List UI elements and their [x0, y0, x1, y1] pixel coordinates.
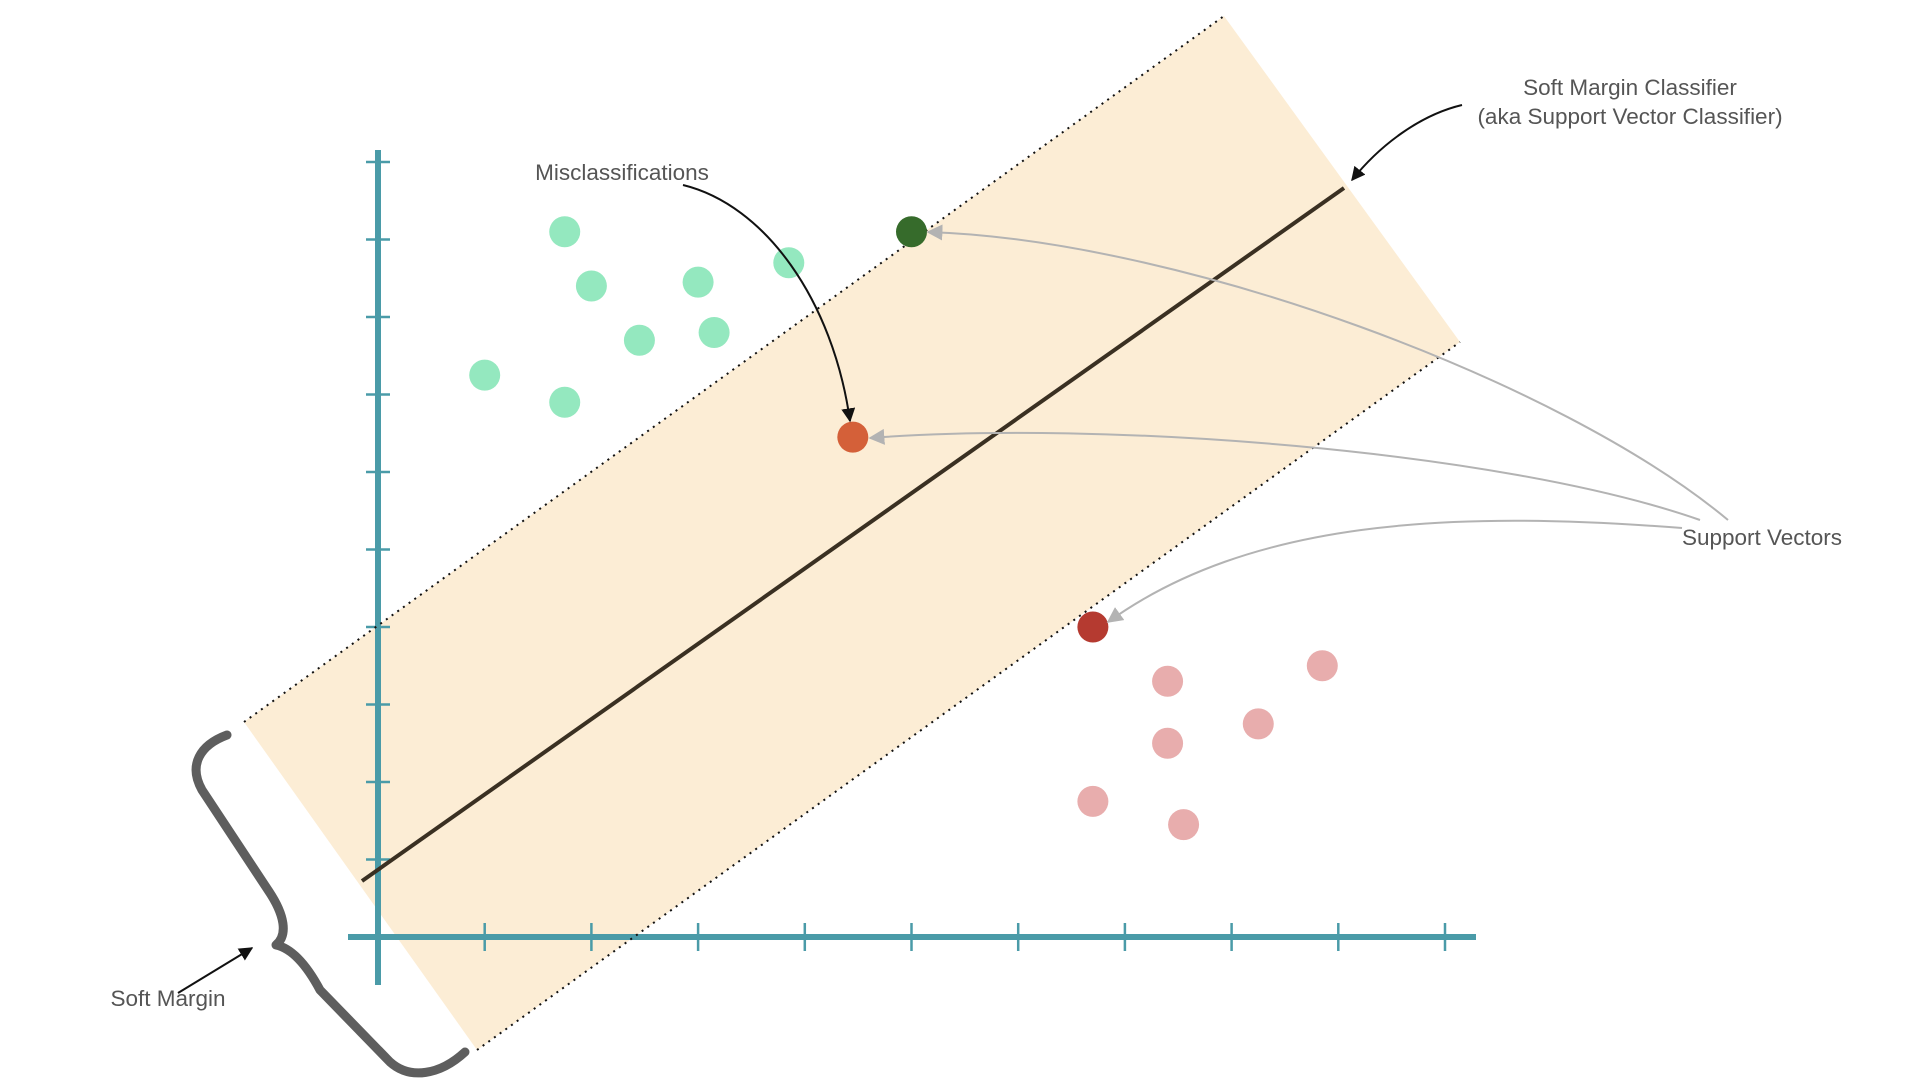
soft-margin-brace — [191, 730, 470, 1078]
green-data-point — [575, 270, 607, 302]
classifier-line — [360, 186, 1346, 883]
green-data-point — [469, 359, 501, 391]
green-data-point — [682, 266, 714, 298]
soft-margin-label-arrow — [177, 947, 254, 994]
classifier-label-line1: Soft Margin Classifier — [1523, 75, 1737, 100]
arrow-to-misclassified-point — [868, 428, 1701, 521]
upper-margin-boundary — [243, 15, 1225, 723]
red-data-point — [1152, 665, 1184, 697]
classifier-label-line2: (aka Support Vector Classifier) — [1477, 104, 1782, 129]
green-data-point — [623, 324, 655, 356]
support-vector-arrows — [868, 224, 1729, 623]
red-data-point — [1306, 650, 1338, 682]
misclassified-point — [837, 421, 869, 453]
green-support-vector — [896, 216, 927, 248]
red-data-point — [1168, 809, 1200, 841]
red-data-point — [1077, 785, 1109, 817]
lower-margin-boundary — [476, 341, 1461, 1051]
arrow-to-red-support-vector — [1106, 519, 1683, 623]
support-vectors-label: Support Vectors — [1682, 525, 1842, 550]
green-data-point — [549, 386, 581, 418]
data-points — [469, 216, 1338, 841]
green-data-point — [549, 216, 581, 248]
y-axis-ticks — [366, 160, 390, 861]
misclassifications-label: Misclassifications — [535, 160, 709, 185]
red-support-vector — [1077, 611, 1109, 643]
green-data-point — [698, 317, 730, 348]
arrow-to-green-support-vector — [926, 224, 1729, 521]
soft-margin-label: Soft Margin — [110, 986, 225, 1011]
x-axis-ticks — [483, 923, 1447, 951]
red-data-point — [1242, 708, 1274, 740]
axes — [348, 150, 1476, 985]
classifier-label-arrow — [1351, 104, 1463, 182]
misclassifications-arrow — [682, 184, 856, 423]
red-data-point — [1152, 727, 1184, 759]
